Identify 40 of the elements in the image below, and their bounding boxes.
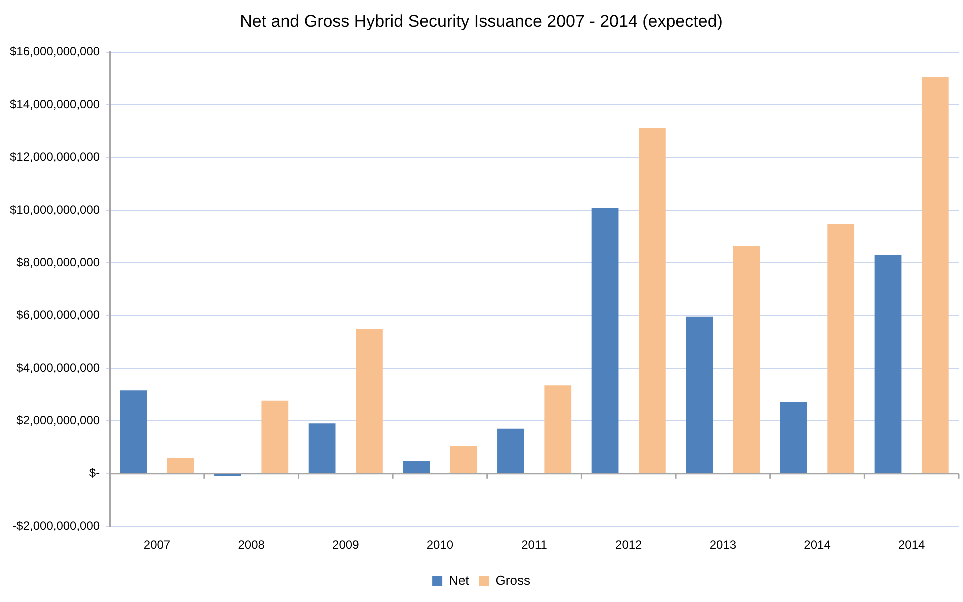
bar xyxy=(828,224,855,474)
y-tick-label: $- xyxy=(89,466,100,480)
bar xyxy=(686,316,714,474)
bar xyxy=(356,329,383,474)
y-tick-label: $10,000,000,000 xyxy=(10,202,100,217)
x-tick-label: 2011 xyxy=(522,538,548,552)
y-tick-label: $14,000,000,000 xyxy=(10,97,100,112)
bar xyxy=(498,428,524,474)
y-tick-label: $4,000,000,000 xyxy=(16,360,100,375)
y-tick-label: -$2,000,000,000 xyxy=(12,518,100,533)
y-tick-label: $12,000,000,000 xyxy=(10,150,100,164)
bar xyxy=(592,208,619,474)
y-tick-label: $2,000,000,000 xyxy=(16,414,100,428)
x-tick-label: 2008 xyxy=(238,538,266,552)
x-tick-label: 2012 xyxy=(616,538,643,552)
legend-label: Gross xyxy=(496,573,531,588)
y-tick-label: $16,000,000,000 xyxy=(10,44,100,59)
bar xyxy=(450,446,478,474)
legend-label: Net xyxy=(449,573,470,588)
chart-title: Net and Gross Hybrid Security Issuance 2007 - 2014 (expected) xyxy=(240,12,723,31)
y-tick-label: $8,000,000,000 xyxy=(16,255,100,270)
bar xyxy=(214,474,242,477)
bar xyxy=(874,254,902,474)
x-tick-label: 2007 xyxy=(144,538,171,552)
bar xyxy=(639,128,666,474)
bar xyxy=(167,458,194,474)
bar xyxy=(780,402,808,474)
bar xyxy=(120,390,148,474)
x-tick-label: 2014 xyxy=(898,538,926,552)
bar xyxy=(733,246,760,474)
bar xyxy=(922,77,949,474)
bar xyxy=(308,424,336,474)
x-tick-label: 2009 xyxy=(332,538,360,552)
bar xyxy=(544,386,572,474)
x-tick-label: 2010 xyxy=(426,538,454,552)
x-tick-label: 2014 xyxy=(804,538,832,552)
y-tick-label: $6,000,000,000 xyxy=(16,308,100,322)
bar xyxy=(403,461,430,474)
bar xyxy=(262,400,289,474)
x-tick-label: 2013 xyxy=(710,538,737,552)
